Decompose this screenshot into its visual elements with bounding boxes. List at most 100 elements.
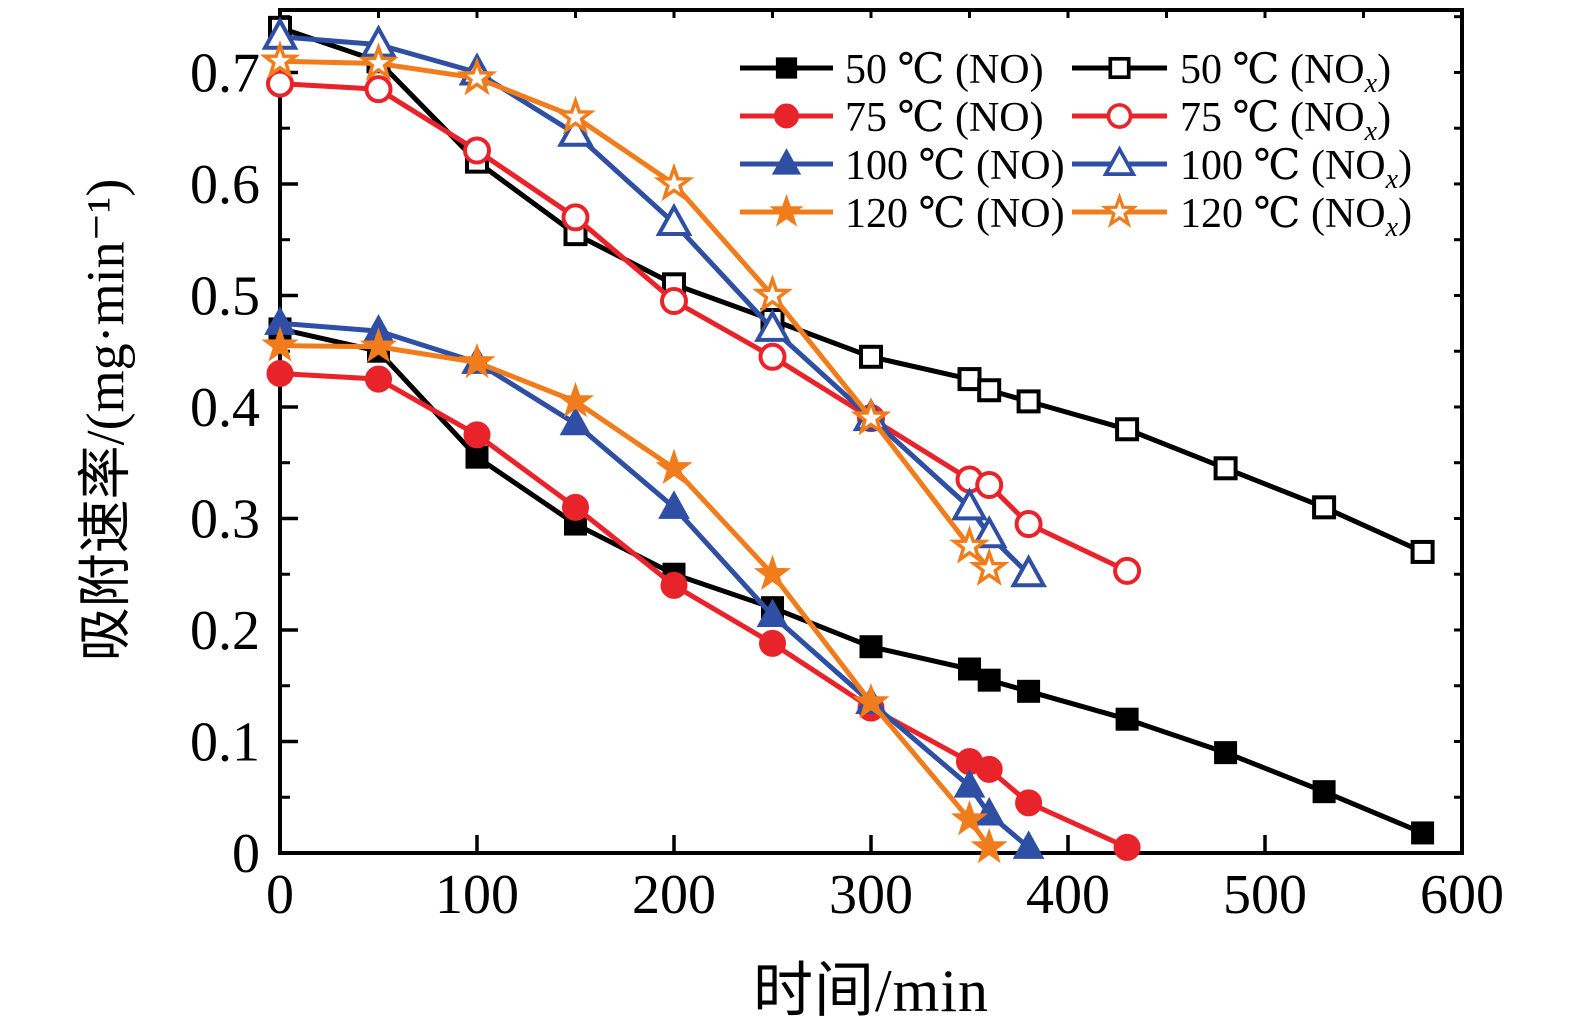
y-axis-tick-label: 0.5: [190, 265, 260, 327]
legend-entry: 100 ℃ (NOx): [1072, 143, 1412, 195]
series-marker-circle: [759, 629, 786, 657]
series-marker-star: [458, 342, 496, 379]
series-marker-star: [970, 827, 1008, 864]
series-50-no-: [268, 317, 1435, 845]
series-marker-square: [1017, 679, 1041, 703]
x-axis-tick-label: 200: [632, 864, 716, 926]
series-marker-square: [977, 378, 1002, 403]
series-line: [279, 25, 1424, 555]
x-axis-tick-label: 500: [1223, 864, 1307, 926]
series-marker-circle: [1113, 833, 1141, 861]
series-marker-circle: [758, 342, 787, 371]
series-marker-circle: [364, 75, 393, 104]
series-marker-triangle: [754, 308, 791, 342]
legend-label: 75 ℃ (NOx): [1180, 95, 1391, 147]
legend-entry: 75 ℃ (NO): [740, 95, 1044, 141]
series-marker-star: [852, 682, 890, 719]
series-marker-square: [859, 635, 883, 659]
series-marker-star: [555, 95, 596, 135]
series-marker-circle: [660, 287, 688, 316]
x-axis-tick-label: 0: [266, 864, 294, 926]
y-axis-tick-label: 0.7: [190, 42, 260, 104]
legend-label: 50 ℃ (NOx): [1180, 47, 1391, 99]
series-line: [279, 320, 1031, 850]
series-marker-star: [358, 42, 399, 81]
series-marker-star: [359, 327, 398, 363]
series-marker-circle: [774, 103, 799, 129]
series-marker-star: [653, 162, 695, 202]
legend-label: 100 ℃ (NO): [845, 143, 1065, 189]
series-marker-circle: [1015, 789, 1043, 817]
series-marker-circle: [975, 471, 1004, 500]
series-marker-triangle: [951, 487, 988, 521]
series-marker-star: [752, 274, 793, 313]
x-axis-tick-label: 300: [829, 864, 913, 926]
series-marker-star: [1100, 192, 1139, 228]
series-75-no-: [266, 360, 1141, 861]
legend-label: 100 ℃ (NOx): [1180, 143, 1412, 195]
legend-label: 120 ℃ (NOx): [1180, 191, 1412, 243]
series-marker-star: [753, 554, 792, 591]
series-marker-square: [465, 445, 489, 469]
series-marker-star: [456, 56, 498, 96]
series-marker-square: [775, 57, 798, 79]
x-axis-title: 时间/min: [752, 958, 989, 1024]
series-marker-square: [1410, 539, 1435, 564]
y-axis-tick-label: 0.6: [190, 154, 260, 216]
series-marker-triangle: [1010, 554, 1047, 588]
series-marker-star: [259, 40, 301, 79]
series-marker-circle: [561, 203, 590, 232]
series-marker-circle: [660, 571, 688, 599]
series-marker-square: [1108, 56, 1131, 80]
legend-label: 75 ℃ (NO): [845, 95, 1044, 141]
series-marker-triangle: [1102, 145, 1137, 176]
legend-entry: 75 ℃ (NOx): [1072, 95, 1391, 147]
series-marker-square: [1411, 821, 1435, 845]
series-marker-circle: [1014, 510, 1043, 539]
legend-label: 50 ℃ (NO): [845, 47, 1044, 93]
series-marker-triangle: [655, 202, 693, 236]
legend-entry: 50 ℃ (NO): [740, 47, 1044, 93]
series-marker-triangle: [557, 113, 594, 147]
series-marker-circle: [975, 755, 1003, 783]
series-marker-circle: [463, 136, 491, 165]
series-marker-circle: [463, 421, 491, 449]
series-marker-square: [1115, 417, 1140, 442]
y-axis-tick-label: 0.1: [190, 711, 260, 773]
x-axis-tick-label: 400: [1026, 864, 1110, 926]
series-120-nox-: [259, 40, 1010, 586]
series-marker-star: [850, 396, 892, 436]
series-marker-circle: [266, 360, 294, 388]
series-marker-triangle: [970, 515, 1008, 549]
legend-entry: 120 ℃ (NO): [740, 191, 1065, 237]
series-marker-triangle: [559, 406, 592, 436]
series-marker-star: [261, 326, 299, 362]
series-marker-triangle: [953, 769, 986, 798]
x-axis-tick-label: 100: [435, 864, 519, 926]
legend-entry: 100 ℃ (NO): [740, 143, 1065, 189]
y-axis-tick-label: 0.4: [190, 377, 260, 439]
y-axis-tick-label: 0.3: [190, 488, 260, 550]
series-marker-square: [1214, 741, 1238, 765]
series-marker-circle: [1113, 556, 1142, 585]
series-line: [279, 34, 1031, 576]
series-100-no-: [264, 306, 1045, 859]
series-marker-square: [1016, 389, 1041, 414]
series-marker-star: [950, 799, 989, 836]
series-marker-triangle: [1012, 830, 1045, 859]
series-marker-square: [859, 344, 883, 369]
series-marker-square: [1312, 495, 1337, 520]
series-marker-triangle: [771, 148, 802, 175]
series-marker-circle: [562, 493, 589, 521]
series-marker-square: [1213, 456, 1238, 481]
series-marker-circle: [1106, 103, 1133, 129]
series-marker-triangle: [756, 598, 789, 627]
series-line: [279, 326, 1424, 836]
legend-entry: 120 ℃ (NOx): [1072, 191, 1412, 243]
series-marker-square: [1115, 707, 1139, 731]
series-marker-square: [957, 367, 982, 392]
series-marker-square: [977, 668, 1001, 692]
series-marker-circle: [365, 365, 392, 393]
